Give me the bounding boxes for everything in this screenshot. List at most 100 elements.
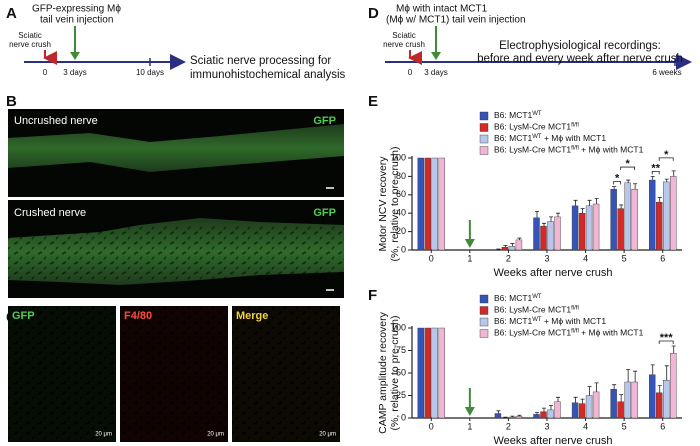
panel-b: B Uncrushed nerve GFP Crushed nerve GFP: [6, 93, 344, 298]
x-tick-label: 1: [467, 253, 472, 263]
y-tick-label: 20: [396, 226, 406, 236]
legend-name: B6: MCT1: [494, 316, 533, 326]
bar: [656, 392, 663, 419]
cell-texture: [232, 306, 340, 442]
bar: [649, 179, 656, 251]
outcome-label: Sciatic nerve processing for: [190, 55, 331, 67]
error-bar: [612, 384, 617, 390]
legend-tail: + Mϕ with MCT1: [542, 316, 607, 326]
y-tick-label: 50: [396, 367, 406, 377]
legend-tail: + Mϕ with MCT1: [579, 145, 644, 155]
legend-sup: WT: [532, 111, 542, 117]
significance-label: **: [651, 162, 660, 174]
bar: [617, 401, 624, 419]
injection-label: GFP-expressing Mϕ: [32, 4, 121, 15]
legend-entry: B6: LysM-Cre MCT1fl/fl: [494, 122, 579, 132]
legend-sup: fl/fl: [571, 122, 579, 128]
error-bar: [594, 198, 599, 204]
error-bar: [580, 208, 585, 214]
error-bar: [580, 398, 585, 404]
bar: [533, 217, 540, 251]
scale-label: 20 μm: [95, 432, 112, 438]
y-axis-label: (%, relative to pre-crush): [389, 316, 401, 431]
error-bar: [549, 405, 553, 410]
outcome-label: before and every week after nerve crush: [477, 53, 683, 65]
legend-name: B6: MCT1: [494, 133, 533, 143]
x-tick-label: 3: [544, 253, 549, 263]
bar: [540, 225, 547, 251]
y-tick-label: 25: [396, 390, 406, 400]
bar: [417, 327, 424, 419]
bar: [533, 414, 540, 419]
injection-arrow-head: [464, 239, 475, 248]
error-bar: [657, 385, 662, 393]
y-tick-label: 60: [396, 189, 406, 199]
bar: [554, 216, 561, 251]
outcome-label: immunohistochemical analysis: [190, 69, 346, 81]
panel-a: A GFP-expressing Mϕ tail vein injection …: [6, 4, 346, 81]
bar: [508, 246, 516, 251]
significance-label: *: [664, 149, 669, 161]
error-bar: [556, 212, 560, 217]
time-label: 3 days: [424, 68, 448, 77]
bar: [431, 157, 438, 251]
error-bar: [556, 396, 560, 402]
error-bar: [542, 407, 546, 412]
bar: [515, 239, 523, 251]
channel-label: GFP: [313, 207, 336, 219]
bar: [649, 374, 656, 419]
legend-swatch: [479, 306, 489, 315]
error-bar: [587, 199, 592, 206]
error-bar: [619, 394, 624, 402]
x-tick-label: 6: [660, 421, 665, 431]
outcome-label: Electrophysiological recordings:: [499, 40, 661, 52]
time-label: 3 days: [63, 68, 87, 77]
legend-entry: B6: MCT1WT: [494, 293, 542, 303]
significance-label: *: [626, 158, 631, 170]
error-bar: [503, 245, 508, 248]
legend-sup: fl/fl: [571, 305, 579, 311]
bar: [585, 395, 593, 419]
injection-arrow-head: [464, 407, 475, 416]
error-bar: [650, 176, 655, 181]
injection-arrow-head: [70, 52, 80, 60]
bar: [578, 212, 586, 251]
crush-label: nerve crush: [383, 40, 425, 49]
legend-sup: fl/fl: [571, 145, 579, 151]
legend-swatch: [479, 111, 489, 121]
bar: [592, 391, 600, 419]
x-axis-label: Weeks after nerve crush: [493, 267, 612, 279]
error-bar: [626, 179, 631, 183]
bar: [610, 389, 617, 419]
image-label: Crushed nerve: [14, 207, 86, 219]
time-label: 0: [43, 68, 48, 77]
cell-texture: [120, 306, 228, 442]
legend-tail: + Mϕ with MCT1: [579, 328, 644, 338]
panel-letter: A: [6, 5, 17, 22]
bar: [670, 353, 677, 419]
bar: [438, 327, 445, 419]
error-bar: [633, 370, 638, 382]
error-bar: [619, 204, 624, 209]
bar: [624, 182, 631, 251]
significance-label: *: [615, 172, 620, 184]
error-bar: [612, 186, 617, 190]
legend-name: B6: LysM-Cre MCT1: [494, 328, 571, 338]
x-tick-label: 5: [622, 421, 627, 431]
time-label: 10 days: [136, 68, 164, 77]
error-bar: [496, 410, 501, 414]
bar: [624, 381, 631, 419]
y-tick-label: 100: [391, 152, 406, 162]
y-tick-label: 80: [396, 171, 406, 181]
error-bar: [650, 364, 655, 375]
error-bar: [594, 382, 599, 392]
legend-entry: B6: MCT1WT + Mϕ with MCT1: [494, 133, 606, 143]
channel-label: Merge: [236, 310, 268, 322]
bar: [540, 411, 547, 419]
panel-d: D Mϕ with intact MCT1 (Mϕ w/ MCT1) tail …: [368, 4, 692, 77]
crush-label: Sciatic: [18, 31, 42, 40]
y-axis-label: Motor NCV recovery: [377, 156, 389, 252]
legend-name: B6: LysM-Cre MCT1: [494, 122, 571, 132]
error-bar: [664, 365, 669, 381]
